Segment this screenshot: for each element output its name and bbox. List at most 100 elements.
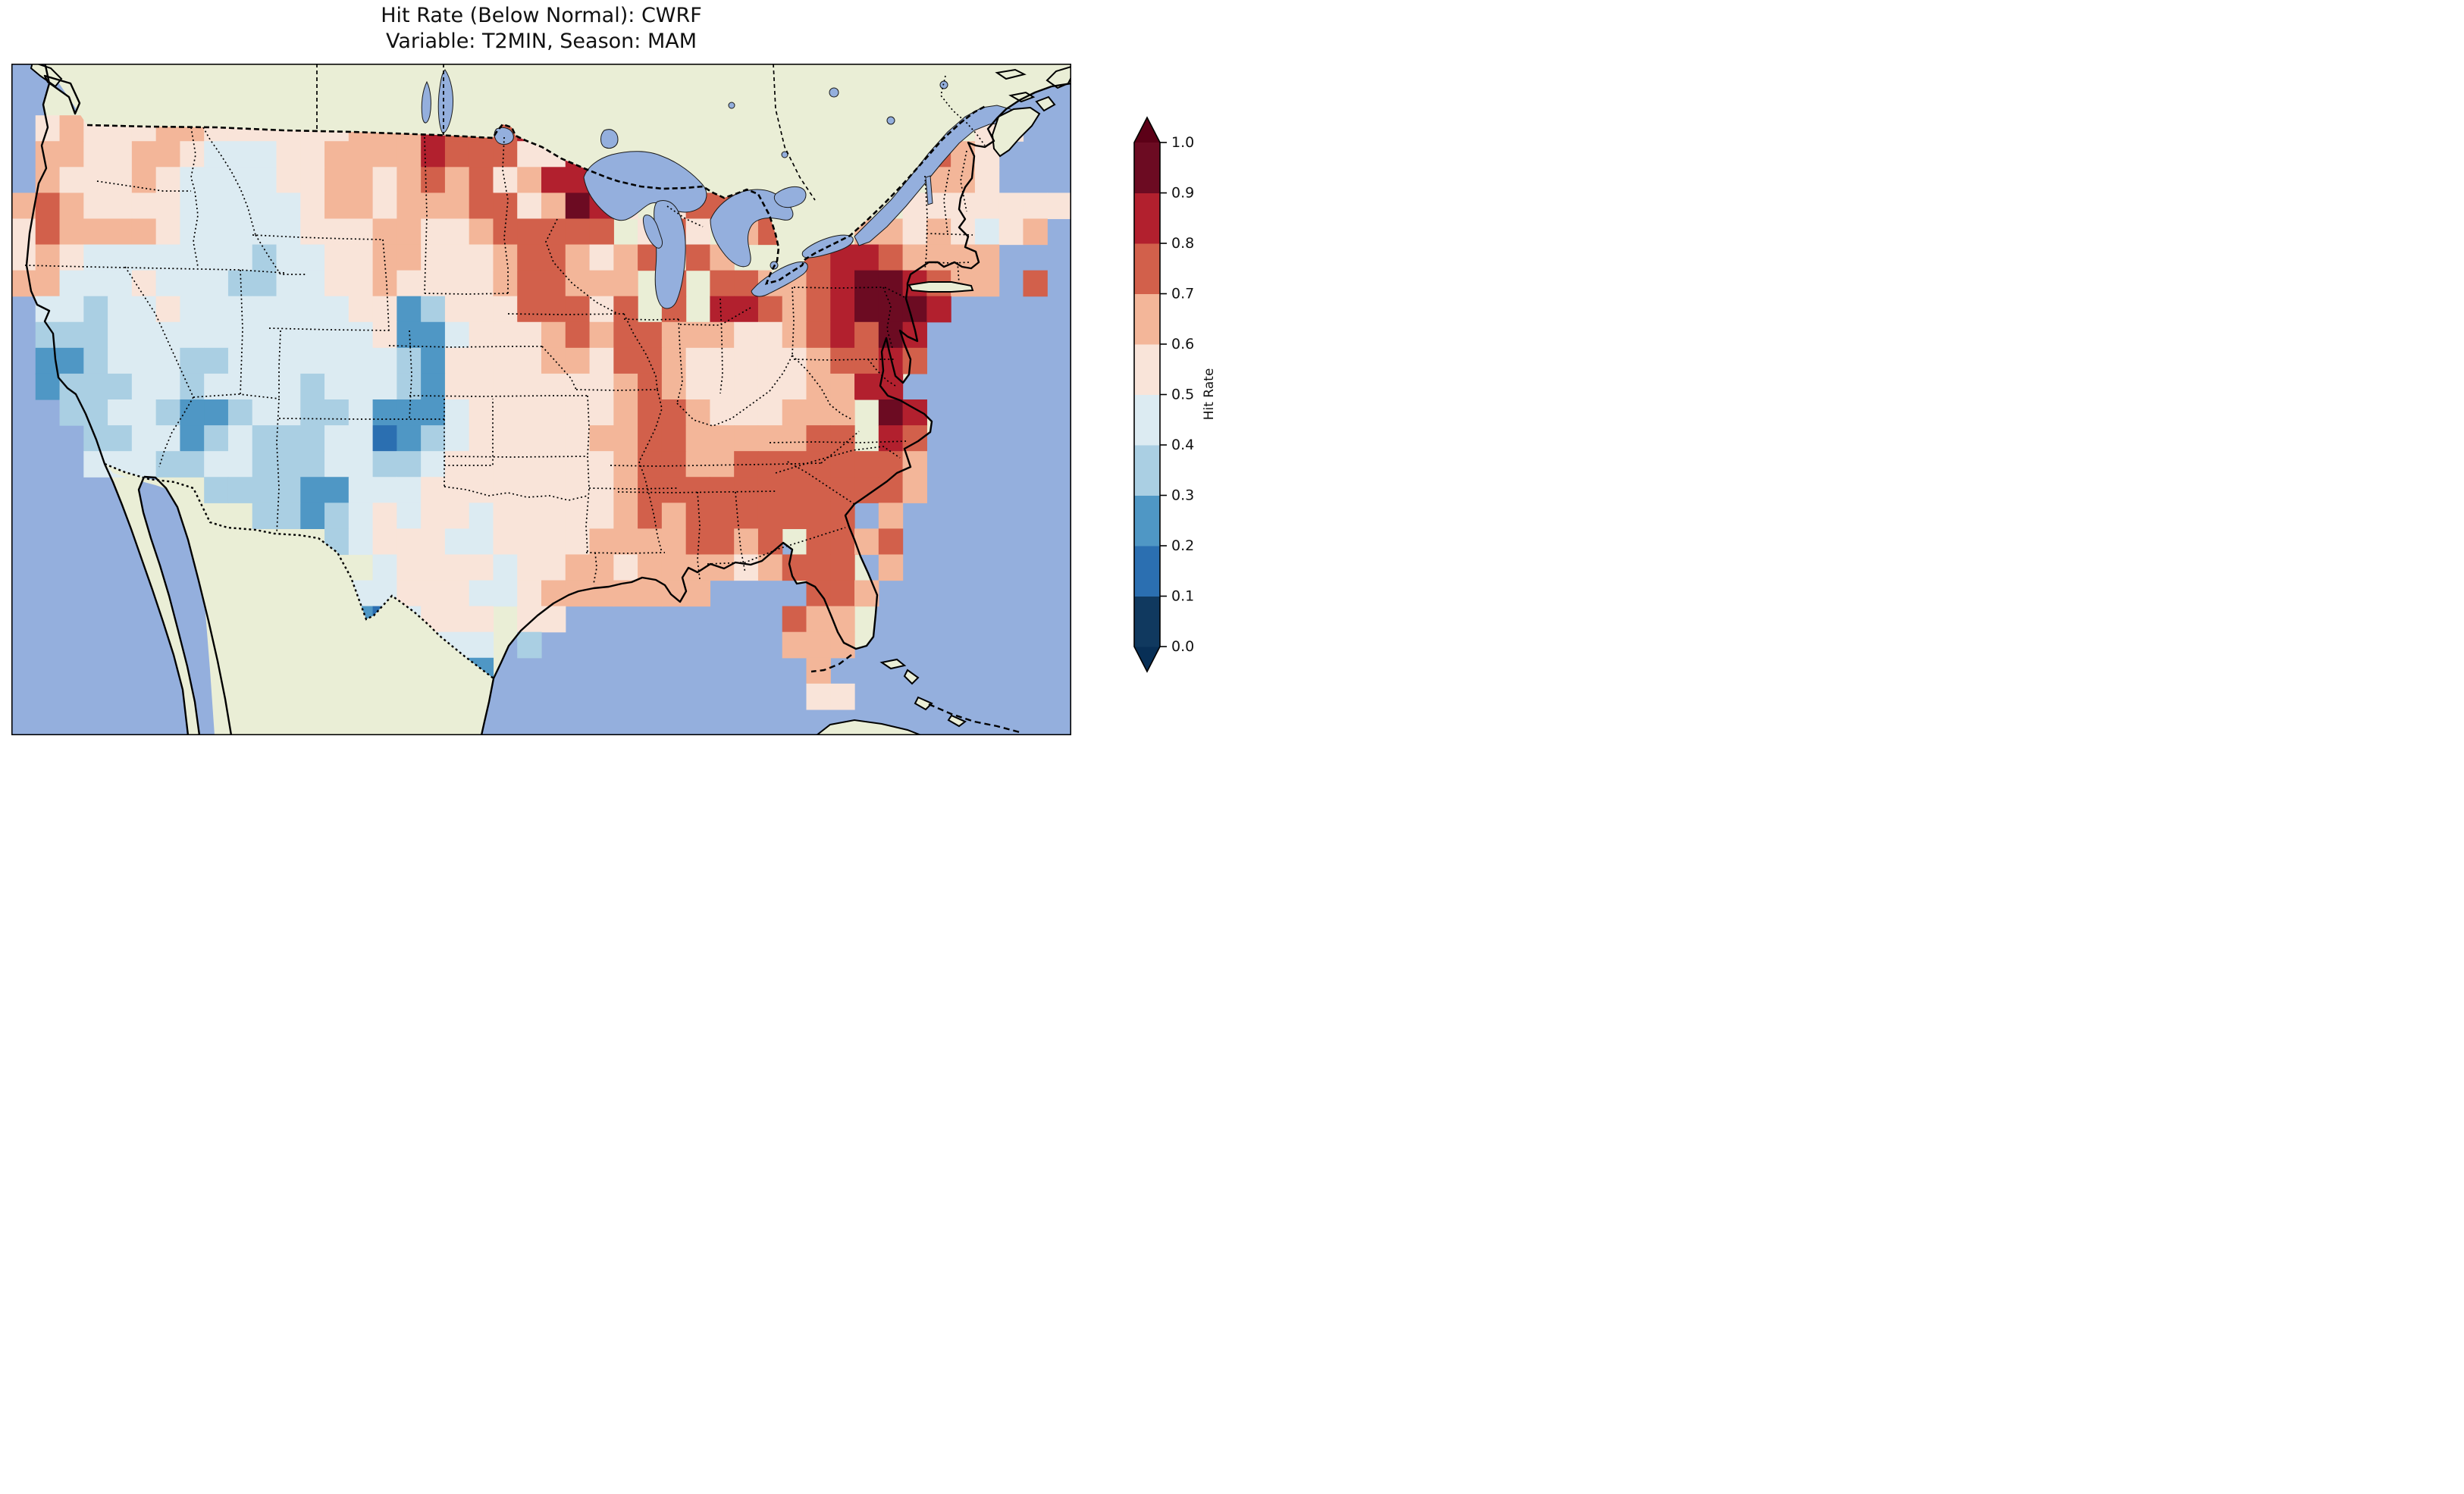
gulf-of-california xyxy=(139,477,231,735)
cape-breton xyxy=(1035,96,1056,112)
heatmap-cell xyxy=(854,270,879,297)
heatmap-cell xyxy=(444,321,470,349)
heatmap-cell xyxy=(469,347,494,374)
heatmap-cell xyxy=(300,193,325,220)
heatmap-cell xyxy=(155,451,181,478)
heatmap-cell xyxy=(806,683,831,710)
heatmap-cell xyxy=(180,244,205,271)
heatmap-cell xyxy=(421,244,446,271)
heatmap-cell xyxy=(493,270,518,297)
colorbar-segment xyxy=(1134,193,1160,244)
heatmap-cell xyxy=(734,477,759,503)
heatmap-cell xyxy=(421,477,446,503)
heatmap-cell xyxy=(204,270,229,297)
heatmap-cell xyxy=(734,373,759,400)
heatmap-cell xyxy=(108,296,133,323)
heatmap-cell xyxy=(155,244,181,271)
heatmap-cell xyxy=(613,554,638,581)
heatmap-cell xyxy=(421,296,446,323)
heatmap-cell xyxy=(830,580,855,607)
heatmap-cell xyxy=(276,347,301,374)
heatmap-cell xyxy=(83,167,108,193)
heatmap-cell xyxy=(372,244,397,271)
heatmap-cell xyxy=(806,347,831,374)
heatmap-cell xyxy=(638,425,663,452)
heatmap-cell xyxy=(469,580,494,607)
heatmap-cell xyxy=(300,244,325,271)
heatmap-cell xyxy=(469,477,494,503)
heatmap-cell xyxy=(541,503,566,529)
colorbar-tick-label: 0.0 xyxy=(1171,638,1194,655)
colorbar-tick-label: 0.9 xyxy=(1171,185,1194,202)
heatmap-cell xyxy=(300,373,325,400)
heatmap-cell xyxy=(444,373,470,400)
heatmap-cell xyxy=(180,296,205,323)
heatmap-cell xyxy=(565,554,591,581)
heatmap-cell xyxy=(252,451,277,478)
heatmap-cell xyxy=(324,373,350,400)
heatmap-cell xyxy=(35,270,61,297)
heatmap-cell xyxy=(878,425,904,452)
heatmap-cell xyxy=(517,477,542,503)
heatmap-cell xyxy=(131,218,157,246)
heatmap-cell xyxy=(878,296,904,323)
heatmap-cell xyxy=(469,425,494,452)
heatmap-cell xyxy=(324,296,350,323)
heatmap-cell xyxy=(227,347,253,374)
heatmap-cell xyxy=(59,373,84,400)
heatmap-cell xyxy=(782,373,807,400)
heatmap-cell xyxy=(397,347,422,374)
heatmap-cell xyxy=(324,244,350,271)
heatmap-cell xyxy=(59,115,84,142)
axes-frame xyxy=(11,64,1071,735)
heatmap-cell xyxy=(348,321,374,349)
heatmap-cell xyxy=(35,244,61,271)
heatmap-cell xyxy=(252,503,277,529)
heatmap-cell xyxy=(300,451,325,478)
heatmap-cell xyxy=(830,683,855,710)
heatmap-cell xyxy=(252,193,277,220)
heatmap-cell xyxy=(541,296,566,323)
heatmap-cell xyxy=(613,373,638,400)
heatmap-cell xyxy=(252,399,277,426)
heatmap-cell xyxy=(998,218,1024,246)
green-bay xyxy=(642,215,663,249)
colorbar-segment xyxy=(1134,546,1160,597)
heatmap-cell xyxy=(806,554,831,581)
canada-border xyxy=(86,105,986,285)
heatmap-cell xyxy=(541,554,566,581)
heatmap-cell xyxy=(806,425,831,452)
heatmap-cell xyxy=(155,167,181,193)
heatmap-cell xyxy=(348,451,374,478)
heatmap-cell xyxy=(517,399,542,426)
heatmap-cell xyxy=(517,141,542,168)
heatmap-cell xyxy=(493,528,518,556)
heatmap-cell xyxy=(469,399,494,426)
figure: Hit Rate (Below Normal): CWRF Variable: … xyxy=(0,0,1232,747)
heatmap-cell xyxy=(469,528,494,556)
heatmap-cell xyxy=(397,193,422,220)
heatmap-cell xyxy=(155,141,181,168)
heatmap-cell xyxy=(180,141,205,168)
islands xyxy=(30,64,1071,735)
state-borders xyxy=(24,64,986,679)
colorbar-tick-label: 0.1 xyxy=(1171,588,1194,605)
heatmap-cell xyxy=(589,580,614,607)
heatmap-cell xyxy=(565,477,591,503)
heatmap-cell xyxy=(444,606,470,633)
heatmap-cell xyxy=(131,425,157,452)
heatmap-cell xyxy=(830,399,855,426)
heatmap-cell xyxy=(854,244,879,271)
heatmap-cell xyxy=(180,399,205,426)
heatmap-cell xyxy=(541,347,566,374)
heatmap-cell xyxy=(108,321,133,349)
heatmap-cell xyxy=(493,503,518,529)
heatmap-cell xyxy=(372,477,397,503)
mexico-border xyxy=(104,462,494,679)
colorbar-segment xyxy=(1134,445,1160,496)
heatmap-cell xyxy=(493,554,518,581)
heatmap-cell xyxy=(59,167,84,193)
heatmap-cell xyxy=(757,296,783,323)
bahamas-island xyxy=(947,714,967,728)
heatmap-cell xyxy=(348,270,374,297)
